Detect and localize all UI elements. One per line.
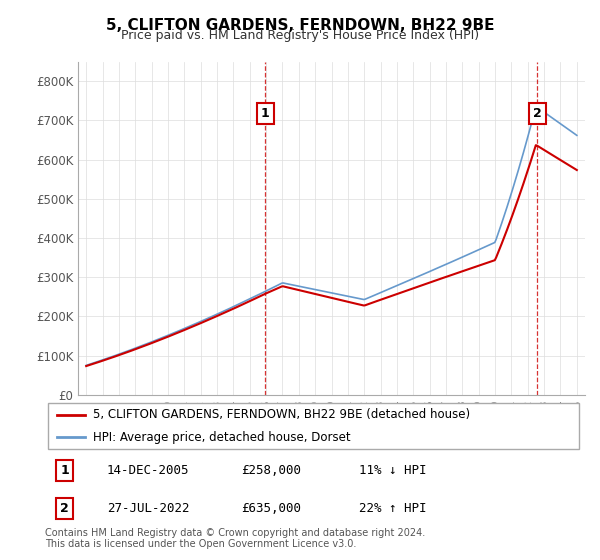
Text: 2: 2 bbox=[533, 107, 542, 120]
Text: Price paid vs. HM Land Registry's House Price Index (HPI): Price paid vs. HM Land Registry's House … bbox=[121, 29, 479, 42]
Text: Contains HM Land Registry data © Crown copyright and database right 2024.
This d: Contains HM Land Registry data © Crown c… bbox=[45, 528, 425, 549]
Text: HPI: Average price, detached house, Dorset: HPI: Average price, detached house, Dors… bbox=[94, 431, 351, 444]
Text: 5, CLIFTON GARDENS, FERNDOWN, BH22 9BE (detached house): 5, CLIFTON GARDENS, FERNDOWN, BH22 9BE (… bbox=[94, 408, 470, 421]
Text: 14-DEC-2005: 14-DEC-2005 bbox=[107, 464, 189, 478]
FancyBboxPatch shape bbox=[47, 404, 580, 449]
Text: 5, CLIFTON GARDENS, FERNDOWN, BH22 9BE: 5, CLIFTON GARDENS, FERNDOWN, BH22 9BE bbox=[106, 18, 494, 33]
Text: 11% ↓ HPI: 11% ↓ HPI bbox=[359, 464, 427, 478]
Text: 22% ↑ HPI: 22% ↑ HPI bbox=[359, 502, 427, 515]
Text: £258,000: £258,000 bbox=[241, 464, 301, 478]
Text: 1: 1 bbox=[261, 107, 269, 120]
Text: 27-JUL-2022: 27-JUL-2022 bbox=[107, 502, 189, 515]
Text: £635,000: £635,000 bbox=[241, 502, 301, 515]
Text: 1: 1 bbox=[61, 464, 69, 478]
Text: 2: 2 bbox=[61, 502, 69, 515]
